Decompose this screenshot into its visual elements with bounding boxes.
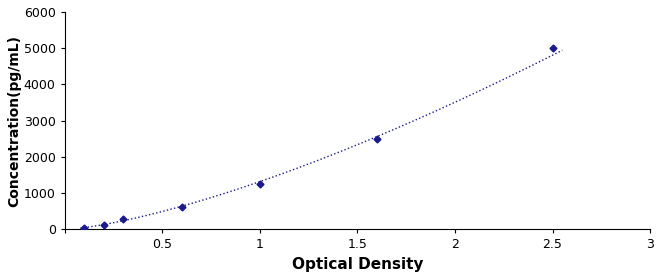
Y-axis label: Concentration(pg/mL): Concentration(pg/mL) [7,35,21,207]
X-axis label: Optical Density: Optical Density [292,257,423,272]
